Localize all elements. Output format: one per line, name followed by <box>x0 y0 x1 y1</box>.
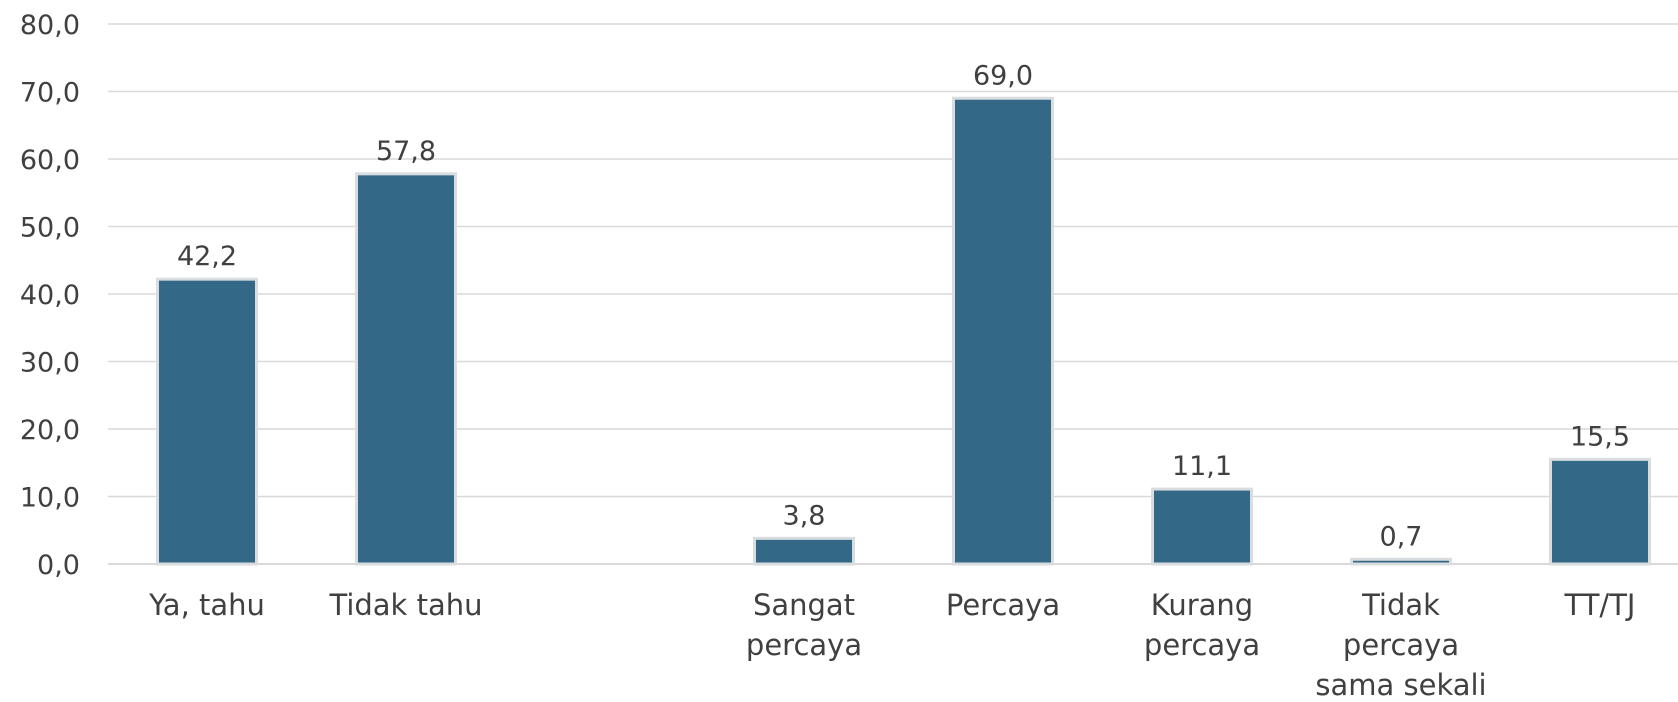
category-label: Tidak <box>1361 588 1440 622</box>
bar <box>1350 557 1452 566</box>
data-label: 57,8 <box>376 136 436 167</box>
bar <box>1151 487 1253 566</box>
bar <box>753 536 855 566</box>
category-label: TT/TJ <box>1564 588 1636 622</box>
data-label: 42,2 <box>177 241 237 272</box>
y-axis: 0,0 10,0 20,0 30,0 40,0 50,0 60,0 70,0 80,0 <box>20 10 80 581</box>
category-label: percaya <box>1144 628 1260 662</box>
category-label: Sangat <box>753 588 855 622</box>
bar <box>952 96 1054 566</box>
category-label: Kurang <box>1151 588 1253 622</box>
x-axis-categories: Ya, tahu Tidak tahu Sangat percaya Percaya Ku… <box>148 588 1636 702</box>
data-labels: 42,2 57,8 3,8 69,0 11,1 0,7 15,5 <box>177 60 1630 552</box>
category-label: percaya <box>746 628 862 662</box>
y-tick-label: 40,0 <box>20 280 80 311</box>
category-label: percaya <box>1343 628 1459 662</box>
bars <box>156 96 1651 566</box>
data-label: 3,8 <box>783 500 826 531</box>
gridlines <box>108 23 1678 565</box>
y-tick-label: 60,0 <box>20 145 80 176</box>
bar <box>355 172 457 566</box>
data-label: 69,0 <box>973 60 1033 91</box>
data-label: 11,1 <box>1172 451 1232 482</box>
data-label: 0,7 <box>1380 521 1423 552</box>
y-tick-label: 70,0 <box>20 78 80 109</box>
bar <box>1549 457 1651 566</box>
category-label: Percaya <box>946 588 1060 622</box>
y-tick-label: 50,0 <box>20 213 80 244</box>
y-tick-label: 0,0 <box>37 550 80 581</box>
category-label: Ya, tahu <box>148 588 265 622</box>
y-tick-label: 30,0 <box>20 348 80 379</box>
bar <box>156 277 258 566</box>
y-tick-label: 20,0 <box>20 415 80 446</box>
category-label: Tidak tahu <box>329 588 483 622</box>
data-label: 15,5 <box>1570 421 1630 452</box>
category-label: sama sekali <box>1315 668 1486 698</box>
y-tick-label: 10,0 <box>20 483 80 514</box>
y-tick-label: 80,0 <box>20 10 80 41</box>
